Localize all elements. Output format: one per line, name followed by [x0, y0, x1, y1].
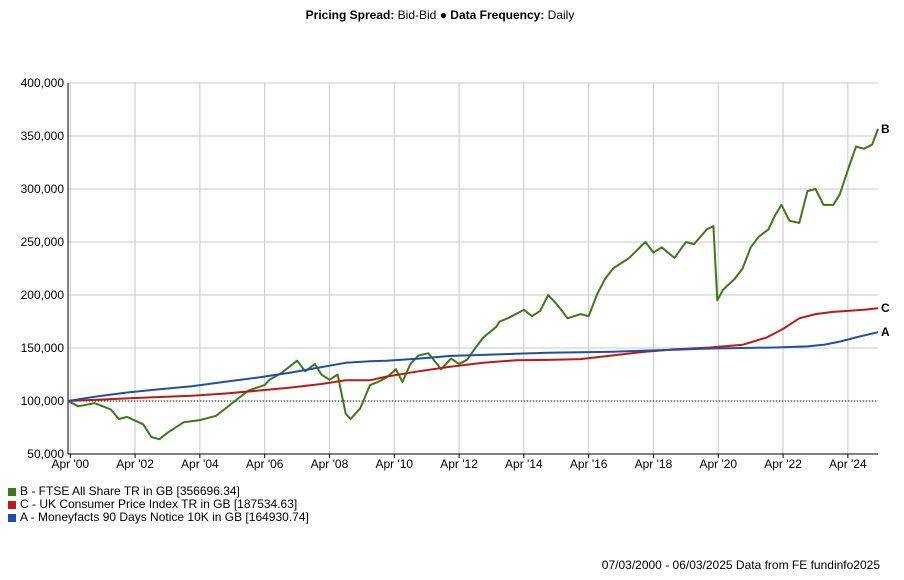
- legend-item-c: C - UK Consumer Price Index TR in GB [18…: [8, 498, 309, 511]
- legend-swatch-b: [8, 487, 16, 496]
- x-tick-label: Apr '12: [440, 457, 478, 471]
- legend-item-a: A - Moneyfacts 90 Days Notice 10K in GB …: [8, 511, 309, 524]
- data-frequency-label: Data Frequency:: [450, 8, 545, 22]
- series-line-b: [67, 128, 879, 441]
- x-tick-label: Apr '00: [51, 457, 89, 471]
- series-end-label-a: A: [881, 325, 890, 339]
- x-tick-label: Apr '06: [246, 457, 284, 471]
- x-tick-label: Apr '18: [635, 457, 673, 471]
- legend-label-b: B - FTSE All Share TR in GB [356696.34]: [20, 484, 240, 498]
- date-range-footer: 07/03/2000 - 06/03/2025 Data from FE fun…: [601, 558, 880, 572]
- line-chart: 50,000 100,000 150,000 200,000 250,000 300,00…: [21, 76, 890, 471]
- x-tick-label: Apr '02: [116, 457, 154, 471]
- x-tick-label: Apr '20: [699, 457, 737, 471]
- series-end-label-c: C: [881, 301, 890, 315]
- legend-swatch-a: [8, 513, 16, 522]
- y-tick-label: 400,000: [21, 76, 65, 90]
- y-tick-label: 300,000: [21, 182, 65, 196]
- legend-item-b: B - FTSE All Share TR in GB [356696.34]: [8, 485, 309, 498]
- series-line-a: [67, 331, 879, 402]
- header-separator: ●: [439, 8, 447, 22]
- x-tick-label: Apr '24: [829, 457, 867, 471]
- x-tick-label: Apr '14: [505, 457, 543, 471]
- y-tick-label: 150,000: [21, 341, 65, 355]
- legend-label-c: C - UK Consumer Price Index TR in GB [18…: [20, 497, 298, 511]
- x-tick-label: Apr '22: [764, 457, 802, 471]
- series-line-c: [67, 307, 879, 402]
- chart-header: Pricing Spread: Bid-Bid ● Data Frequency…: [0, 8, 880, 22]
- series-end-label-b: B: [881, 122, 890, 136]
- legend-label-a: A - Moneyfacts 90 Days Notice 10K in GB …: [20, 510, 309, 524]
- y-tick-label: 50,000: [27, 447, 64, 461]
- x-tick-label: Apr '16: [570, 457, 608, 471]
- legend-swatch-c: [8, 500, 16, 509]
- y-tick-label: 250,000: [21, 235, 65, 249]
- data-frequency-value: Daily: [547, 8, 575, 22]
- x-tick-label: Apr '10: [375, 457, 413, 471]
- chart-legend: B - FTSE All Share TR in GB [356696.34] …: [8, 485, 309, 524]
- pricing-spread-label: Pricing Spread:: [305, 8, 395, 22]
- y-tick-label: 200,000: [21, 288, 65, 302]
- x-tick-label: Apr '04: [181, 457, 219, 471]
- x-tick-label: Apr '08: [311, 457, 349, 471]
- y-tick-label: 350,000: [21, 129, 65, 143]
- y-tick-label: 100,000: [21, 394, 65, 408]
- pricing-spread-value: Bid-Bid: [397, 8, 437, 22]
